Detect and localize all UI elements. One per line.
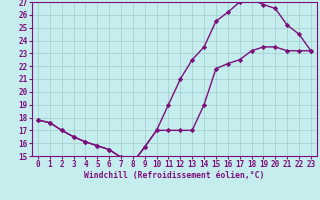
X-axis label: Windchill (Refroidissement éolien,°C): Windchill (Refroidissement éolien,°C) <box>84 171 265 180</box>
